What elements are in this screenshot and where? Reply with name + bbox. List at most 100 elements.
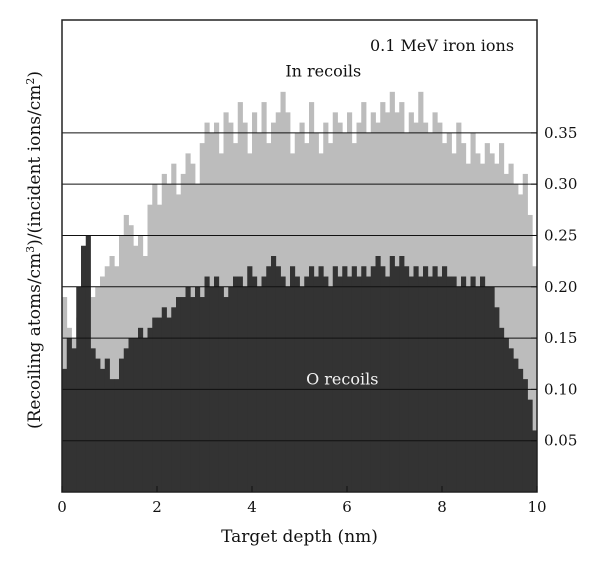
bar-o-59	[342, 266, 348, 492]
bar-o-98	[527, 399, 533, 492]
bar-o-60	[347, 276, 353, 492]
bar-o-27	[190, 297, 196, 492]
bar-o-63	[361, 266, 367, 492]
y-tick-label-0: 0.05	[544, 432, 577, 450]
bar-o-52	[309, 266, 315, 492]
bar-o-53	[313, 276, 319, 492]
bar-o-76	[423, 266, 429, 492]
x-axis-label: Target depth (nm)	[221, 527, 378, 547]
bar-o-94	[508, 348, 514, 492]
y-tick-label-3: 0.20	[544, 278, 577, 296]
bar-o-82	[451, 276, 457, 492]
bar-o-57	[332, 266, 338, 492]
bar-o-6	[90, 348, 96, 492]
bar-o-70	[394, 266, 400, 492]
bar-o-79	[437, 276, 443, 492]
bar-o-46	[280, 276, 286, 492]
o-recoils-label: O recoils	[306, 369, 378, 388]
bar-o-39	[247, 266, 253, 492]
bar-o-9	[104, 358, 110, 492]
ion-energy-annotation: 0.1 MeV iron ions	[370, 36, 514, 55]
bar-o-55	[323, 276, 329, 492]
bar-o-71	[399, 256, 405, 492]
bar-o-96	[518, 368, 524, 492]
bar-o-44	[271, 256, 277, 492]
y-tick-label-4: 0.25	[544, 226, 577, 244]
bar-o-84	[461, 276, 467, 492]
bar-in-10	[109, 256, 115, 492]
x-ticks: 0 2 4 6 8 10	[57, 486, 547, 516]
bar-o-88	[480, 276, 486, 492]
bar-in-92	[499, 143, 505, 492]
y-tick-label-1: 0.10	[544, 380, 577, 398]
x-tick-label-4: 8	[437, 498, 447, 516]
bar-o-0	[62, 368, 68, 492]
y-tick-label-2: 0.15	[544, 329, 577, 347]
bar-o-18	[147, 327, 153, 492]
x-tick-label-0: 0	[57, 498, 67, 516]
bar-o-65	[370, 266, 376, 492]
bar-o-80	[442, 266, 448, 492]
bar-o-86	[470, 276, 476, 492]
bar-o-7	[95, 358, 101, 492]
bar-o-16	[138, 327, 144, 492]
bar-o-37	[237, 276, 243, 492]
bar-in-97	[522, 173, 528, 492]
bar-o-74	[413, 266, 419, 492]
bar-o-15	[133, 338, 139, 492]
bar-o-10	[109, 379, 115, 492]
bar-o-72	[404, 266, 410, 492]
bar-o-66	[375, 256, 381, 492]
y-tick-label-6: 0.35	[544, 124, 577, 142]
bar-o-30	[204, 276, 210, 492]
bar-o-5	[85, 235, 91, 493]
bar-o-93	[503, 338, 509, 492]
bar-in-94	[508, 163, 514, 492]
bar-o-69	[389, 256, 395, 492]
bar-o-54	[318, 266, 324, 492]
bar-o-21	[161, 307, 167, 492]
bar-o-67	[380, 266, 386, 492]
bar-o-32	[214, 276, 220, 492]
bar-o-2	[71, 348, 77, 492]
bar-o-22	[166, 317, 172, 492]
bar-in-96	[518, 194, 524, 492]
bar-o-61	[351, 266, 357, 492]
y-ticks: 0.05 0.10 0.15 0.20 0.25 0.30 0.35	[531, 124, 577, 450]
bar-o-23	[171, 307, 177, 492]
bar-in-99	[532, 266, 538, 492]
x-tick-label-2: 4	[247, 498, 257, 516]
bar-o-64	[366, 276, 372, 492]
bar-o-1	[66, 338, 72, 492]
bar-o-75	[418, 276, 424, 492]
bar-o-97	[522, 379, 528, 492]
bar-o-81	[446, 276, 452, 492]
bar-o-14	[128, 338, 134, 492]
plot-frame	[61, 19, 538, 493]
bar-o-62	[356, 276, 362, 492]
bar-o-19	[152, 317, 158, 492]
bar-o-73	[408, 276, 414, 492]
bar-o-49	[294, 276, 300, 492]
bar-o-25	[180, 297, 186, 492]
bar-o-40	[252, 276, 258, 492]
bar-o-20	[157, 317, 163, 492]
bar-o-17	[142, 338, 148, 492]
bar-o-68	[385, 276, 391, 492]
bar-o-29	[199, 297, 205, 492]
bar-o-12	[119, 358, 125, 492]
bar-o-92	[499, 327, 505, 492]
bar-in-93	[503, 173, 509, 492]
bar-o-99	[532, 430, 538, 492]
bar-o-43	[266, 266, 272, 492]
bar-o-45	[275, 266, 281, 492]
bar-o-8	[100, 368, 106, 492]
bar-in-98	[527, 214, 533, 492]
bar-o-24	[176, 297, 182, 492]
bar-o-4	[81, 245, 87, 492]
bar-o-42	[261, 276, 267, 492]
x-tick-label-5: 10	[527, 498, 546, 516]
bar-o-58	[337, 276, 343, 492]
bar-o-34	[223, 297, 229, 492]
